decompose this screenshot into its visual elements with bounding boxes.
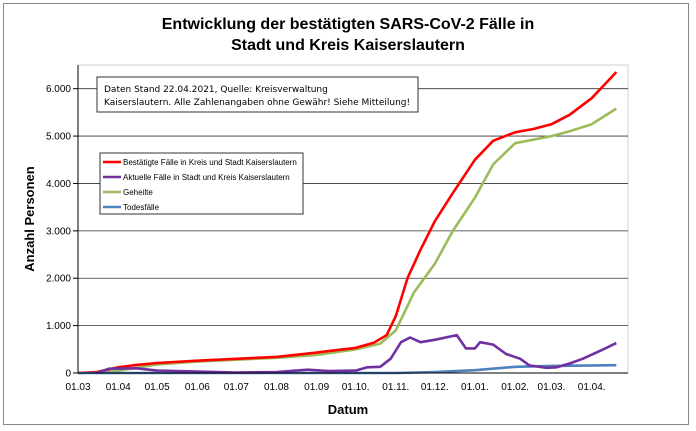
legend-entry: Aktuelle Fälle in Stadt und Kreis Kaiser… bbox=[123, 173, 290, 182]
x-tick-label: 01.08 bbox=[264, 382, 289, 393]
y-tick-label: 6.000 bbox=[46, 84, 71, 95]
x-tick-label: 01.06 bbox=[185, 382, 210, 393]
x-tick-label: 01.12. bbox=[421, 382, 449, 393]
y-tick-label: 1.000 bbox=[46, 321, 71, 332]
chart-frame bbox=[3, 3, 689, 425]
y-tick-label: 0 bbox=[65, 369, 71, 380]
chart-title: Entwicklung der bestätigten SARS-CoV-2 F… bbox=[162, 16, 535, 33]
x-tick-label: 01.05 bbox=[145, 382, 170, 393]
series-line-0 bbox=[77, 71, 618, 375]
annotation-line: Kaiserslautern. Alle Zahlenangaben ohne … bbox=[104, 98, 410, 108]
x-axis-label: Datum bbox=[328, 402, 368, 417]
x-tick-label: 01.11. bbox=[382, 382, 409, 393]
x-tick-label: 01.04. bbox=[578, 382, 606, 393]
x-tick-label: 01.07 bbox=[224, 382, 249, 393]
x-tick-label: 01.03. bbox=[538, 382, 566, 393]
x-tick-label: 01.02. bbox=[501, 382, 529, 393]
legend-entry: Geheilte bbox=[123, 188, 153, 197]
chart-title-line2: Stadt und Kreis Kaiserslautern bbox=[231, 37, 465, 54]
x-tick-label: 01.10. bbox=[342, 382, 370, 393]
annotation-line: Daten Stand 22.04.2021, Quelle: Kreisver… bbox=[104, 85, 328, 95]
y-tick-label: 5.000 bbox=[46, 132, 71, 143]
x-tick-label: 01.04 bbox=[106, 382, 131, 393]
plot-area bbox=[77, 64, 629, 374]
y-axis-label: Anzahl Personen bbox=[22, 166, 37, 272]
legend-entry: Todesfälle bbox=[123, 203, 160, 212]
y-tick-label: 2.000 bbox=[46, 274, 71, 285]
annotation-box: Daten Stand 22.04.2021, Quelle: Kreisver… bbox=[96, 76, 419, 113]
x-tick-label: 01.03 bbox=[65, 382, 90, 393]
y-tick-label: 4.000 bbox=[46, 179, 71, 190]
x-tick-label: 01.01. bbox=[461, 382, 489, 393]
legend: Bestätigte Fälle in Kreis und Stadt Kais… bbox=[99, 152, 304, 215]
y-tick-label: 3.000 bbox=[46, 226, 71, 237]
x-tick-label: 01.09 bbox=[304, 382, 329, 393]
legend-entry: Bestätigte Fälle in Kreis und Stadt Kais… bbox=[123, 158, 297, 167]
